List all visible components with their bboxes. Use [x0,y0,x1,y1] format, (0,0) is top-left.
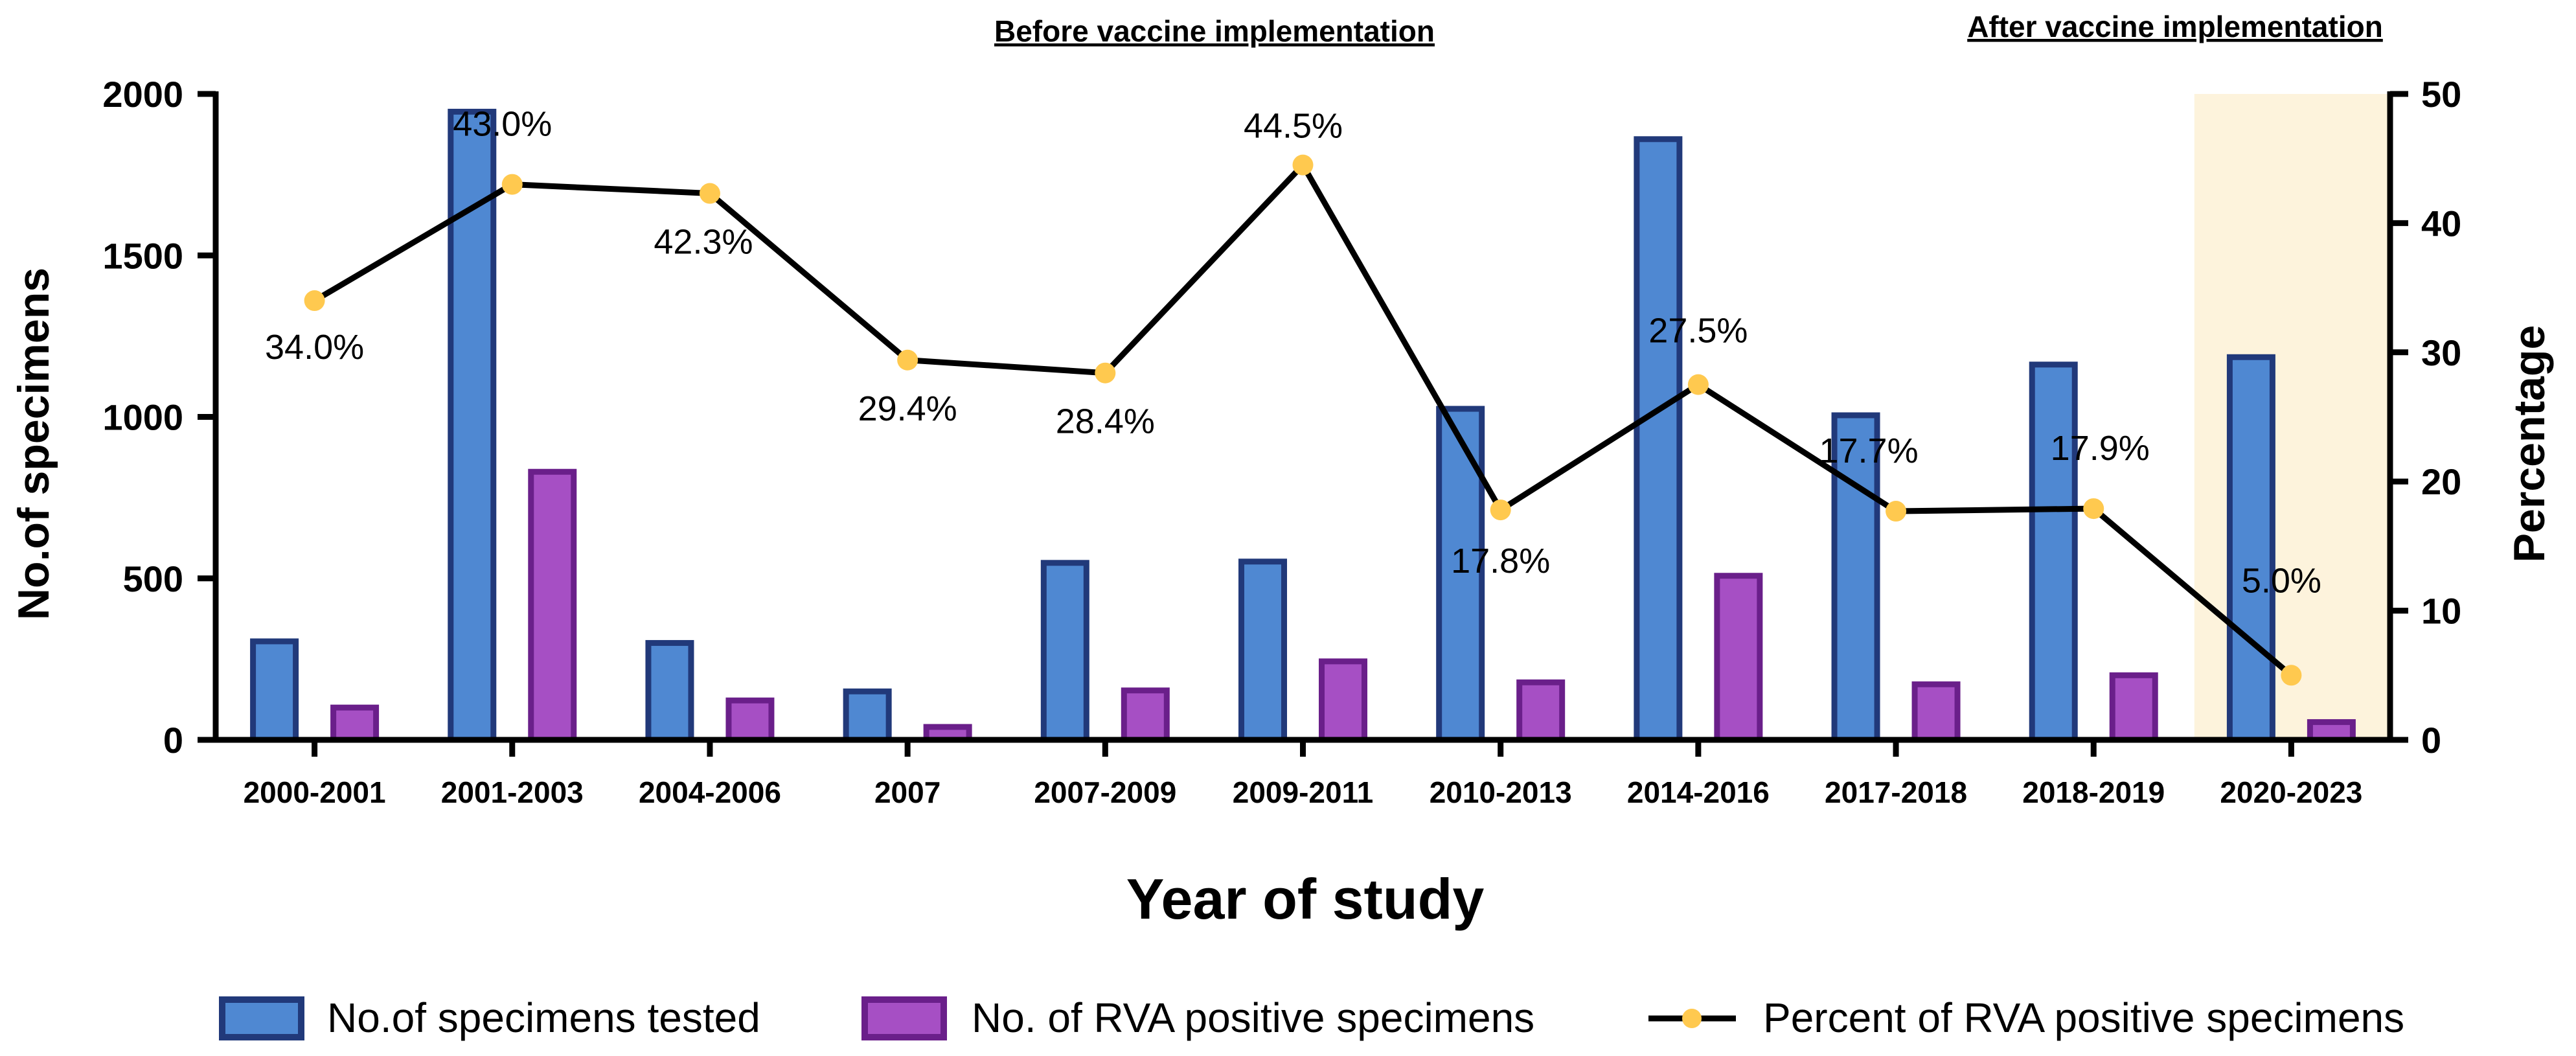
bar-positive-2004-2006 [725,697,775,743]
percent-label-2004-2006: 42.3% [654,223,753,262]
percent-label-2007: 29.4% [858,389,957,428]
percent-point-2007 [897,349,918,371]
bar-positive-2001-2003 [528,468,577,743]
y-right-tick-label-30: 30 [2421,332,2461,373]
legend-label-percent: Percent of RVA positive specimens [1763,994,2404,1041]
percent-point-2009-2011 [1292,154,1314,176]
bar-tested-2020-2023 [2226,354,2275,743]
bar-tested-2007-2009 [1040,560,1089,743]
period-label-before: Before vaccine implementation [994,14,1435,48]
period-label-after: After vaccine implementation [1967,10,2383,43]
y-right-tick-label-50: 50 [2421,74,2461,115]
y-left-tick-label-1500: 1500 [102,235,183,276]
percent-label-2010-2013: 17.8% [1451,542,1550,580]
bar-tested-2009-2011 [1238,558,1287,743]
x-tick-label-2007-2009: 2007-2009 [1034,775,1176,809]
bar-tested-2014-2016 [1634,136,1683,743]
legend: No.of specimens tested No. of RVA positi… [219,994,2404,1041]
y-right-tick-label-0: 0 [2421,720,2441,761]
percent-point-2000-2001 [304,290,325,312]
percent-point-2018-2019 [2083,498,2104,520]
bar-tested-2018-2019 [2029,362,2078,743]
legend-swatch-tested [219,996,304,1040]
percent-point-2010-2013 [1490,499,1511,521]
legend-label-positive: No. of RVA positive specimens [972,994,1534,1041]
bar-tested-2000-2001 [250,638,299,743]
y-right-tick-label-10: 10 [2421,591,2461,632]
y-left-tick-label-2000: 2000 [102,74,183,115]
y-left-tick-label-500: 500 [123,558,183,599]
legend-marker-percent [1682,1009,1702,1028]
legend-label-tested: No.of specimens tested [327,994,760,1041]
percent-label-2020-2023: 5.0% [2242,561,2321,600]
percent-label-2009-2011: 44.5% [1244,107,1343,146]
x-tick-label-2007: 2007 [874,775,940,809]
y-axis-right-title: Percentage [2505,325,2554,563]
x-tick-label-2009-2011: 2009-2011 [1233,775,1373,809]
legend-swatch-positive [861,996,947,1040]
highlight-region [2194,94,2390,740]
percent-point-2017-2018 [1886,501,1907,522]
bar-tested-2004-2006 [645,639,694,743]
y-right-tick-label-20: 20 [2421,461,2461,502]
bar-tested-2007 [843,688,892,743]
bar-positive-2017-2018 [1911,681,1961,743]
percent-point-2014-2016 [1687,374,1709,395]
y-axis-left-title: No.of specimens [9,268,58,620]
x-tick-label-2014-2016: 2014-2016 [1627,775,1770,809]
x-tick-label-2004-2006: 2004-2006 [639,775,781,809]
x-tick-label-2000-2001: 2000-2001 [244,775,386,809]
x-tick-label-2020-2023: 2020-2023 [2220,775,2362,809]
percent-point-2004-2006 [699,183,720,204]
bar-positive-2014-2016 [1714,573,1763,743]
percent-label-2001-2003: 43.0% [453,105,552,144]
bar-positive-2009-2011 [1319,658,1367,743]
percent-point-2020-2023 [2281,665,2302,686]
bar-positive-2018-2019 [2109,672,2158,743]
percent-point-2001-2003 [501,174,523,195]
y-left-tick-label-1000: 1000 [102,397,183,438]
y-left-tick-label-0: 0 [163,720,183,761]
percent-line [313,160,2294,678]
bar-positive-2000-2001 [330,704,380,743]
percent-label-2018-2019: 17.9% [2051,429,2150,468]
percent-label-2007-2009: 28.4% [1056,402,1155,441]
x-axis-title: Year of study [1126,867,1485,931]
x-tick-label-2018-2019: 2018-2019 [2022,775,2165,809]
bar-positive-2010-2013 [1516,679,1566,743]
x-tick-label-2017-2018: 2017-2018 [1825,775,1967,809]
x-tick-label-2001-2003: 2001-2003 [441,775,584,809]
percent-point-2007-2009 [1095,362,1116,384]
bar-positive-2007-2009 [1121,687,1170,743]
percent-label-2017-2018: 17.7% [1819,431,1918,470]
y-right-tick-label-40: 40 [2421,203,2461,244]
percent-label-2000-2001: 34.0% [265,328,364,367]
x-tick-label-2010-2013: 2010-2013 [1430,775,1572,809]
percent-label-2014-2016: 27.5% [1648,312,1748,350]
